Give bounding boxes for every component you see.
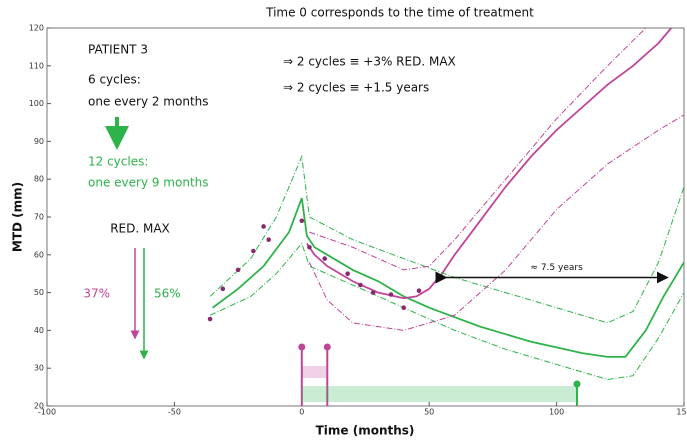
x-axis-label: Time (months) bbox=[316, 424, 415, 438]
annotation: ⇒ 2 cycles ≡ +1.5 years bbox=[283, 81, 429, 95]
data-point bbox=[358, 282, 363, 288]
data-point bbox=[251, 248, 256, 254]
data-point bbox=[416, 288, 422, 294]
x-tick-label: -100 bbox=[38, 408, 56, 417]
y-tick-label: 20 bbox=[34, 402, 44, 411]
line bbox=[209, 154, 684, 324]
x-tick-label: 50 bbox=[424, 408, 434, 417]
annotation: 56% bbox=[154, 287, 181, 301]
y-tick-label: 60 bbox=[34, 250, 44, 259]
y-tick-label: 50 bbox=[34, 288, 44, 297]
data-point bbox=[370, 290, 376, 295]
line bbox=[306, 28, 672, 300]
treatment-marker-dot bbox=[298, 343, 306, 351]
treatment-marker-dot bbox=[573, 380, 581, 388]
plot bbox=[207, 28, 684, 381]
annotation: 6 cycles: bbox=[88, 73, 141, 87]
x-tick-label: 0 bbox=[299, 408, 304, 417]
annotation: one every 9 months bbox=[88, 176, 209, 190]
data-point bbox=[299, 218, 305, 224]
data-point bbox=[266, 237, 271, 242]
line bbox=[308, 114, 684, 331]
annotation: one every 2 months bbox=[88, 95, 209, 109]
data-point bbox=[261, 224, 266, 229]
chart-title: Time 0 corresponds to the time of treatm… bbox=[265, 6, 534, 20]
data-point bbox=[235, 267, 241, 273]
annotation: 37% bbox=[83, 287, 110, 301]
y-tick-label: 90 bbox=[34, 137, 44, 146]
y-tick-label: 80 bbox=[34, 175, 44, 184]
annotation: ⇒ 2 cycles ≡ +3% RED. MAX bbox=[283, 55, 456, 69]
data-point bbox=[401, 305, 407, 311]
data-point bbox=[388, 292, 394, 297]
x-tick-label: 100 bbox=[549, 408, 564, 417]
y-tick-label: 30 bbox=[34, 364, 44, 373]
y-tick-label: 70 bbox=[34, 213, 44, 222]
x-tick-label: 150 bbox=[676, 408, 687, 417]
treatment-span bbox=[301, 366, 328, 378]
data-point bbox=[345, 271, 350, 277]
data-point bbox=[207, 316, 213, 322]
annotation: RED. MAX bbox=[110, 222, 170, 236]
data-point bbox=[220, 286, 226, 292]
annotation: 12 cycles: bbox=[88, 155, 148, 169]
y-axis-label: MTD (mm) bbox=[11, 182, 25, 252]
line bbox=[209, 242, 684, 381]
treatment-span bbox=[301, 386, 577, 402]
span-label: ≈ 7.5 years bbox=[530, 263, 583, 273]
treatment-marker-dot bbox=[323, 343, 331, 351]
y-tick-label: 40 bbox=[34, 326, 44, 335]
annotation: PATIENT 3 bbox=[88, 43, 148, 57]
x-tick-label: -50 bbox=[168, 408, 181, 417]
y-tick-label: 100 bbox=[29, 99, 44, 108]
y-tick-label: 120 bbox=[29, 24, 44, 33]
y-tick-label: 110 bbox=[29, 61, 44, 70]
line bbox=[309, 28, 647, 271]
data-point bbox=[307, 244, 312, 250]
data-point bbox=[322, 256, 328, 261]
line bbox=[212, 197, 684, 358]
